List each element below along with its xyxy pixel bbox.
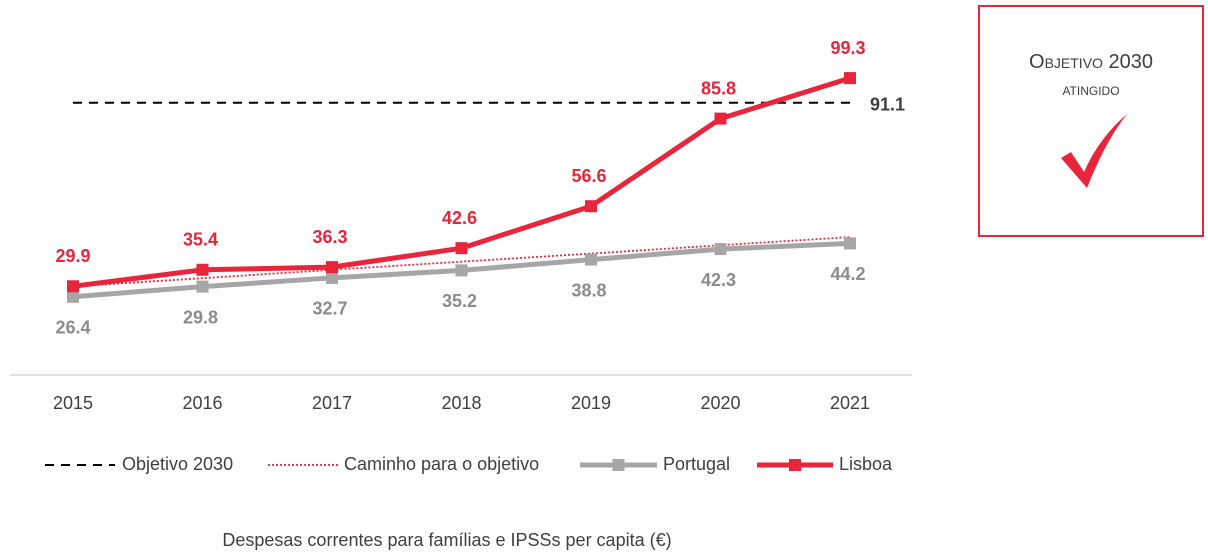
point-marker (455, 242, 468, 255)
x-tick-label: 2019 (571, 393, 611, 413)
point-marker (844, 72, 856, 85)
check-icon (1061, 114, 1127, 188)
series-line (72, 75, 851, 289)
x-tick-label: 2021 (830, 393, 870, 413)
reference-label: 91.1 (870, 94, 905, 114)
data-label: 26.4 (55, 318, 90, 338)
legend-label: Objetivo 2030 (122, 454, 233, 474)
data-label: 56.6 (571, 166, 606, 186)
x-tick-label: 2020 (700, 393, 740, 413)
x-tick-label: 2016 (182, 393, 222, 413)
point-marker (455, 264, 468, 277)
data-label: 85.8 (701, 78, 736, 98)
annotation-subtitle: atingido (1062, 80, 1120, 99)
data-label: 42.3 (701, 270, 736, 290)
point-marker (714, 112, 727, 125)
point-marker (196, 280, 209, 293)
x-tick-label: 2018 (441, 393, 481, 413)
point-marker (714, 243, 727, 256)
check-mark (1061, 114, 1127, 188)
data-label: 35.2 (442, 291, 477, 311)
legend-marker (612, 459, 625, 471)
x-tick-label: 2017 (312, 393, 352, 413)
data-label: 36.3 (312, 227, 347, 247)
data-label: 35.4 (183, 230, 218, 250)
point-marker (67, 280, 79, 293)
point-marker (196, 263, 209, 276)
data-label: 29.9 (55, 246, 90, 266)
legend-label: Lisboa (839, 454, 893, 474)
data-label: 42.6 (442, 208, 477, 228)
x-tick-label: 2015 (53, 393, 93, 413)
point-marker (326, 271, 338, 284)
point-marker (585, 200, 597, 213)
point-marker (585, 253, 597, 266)
annotation-box: Objetivo 2030 atingido (978, 5, 1204, 237)
point-marker (844, 237, 856, 250)
data-label: 32.7 (312, 299, 347, 319)
point-marker (326, 261, 338, 274)
x-axis-label: Despesas correntes para famílias e IPSSs… (222, 530, 671, 550)
legend-label: Caminho para o objetivo (344, 454, 539, 474)
legend-label: Portugal (663, 454, 730, 474)
data-label: 44.2 (830, 264, 865, 284)
legend-marker (789, 459, 801, 471)
annotation-title: Objetivo 2030 (1029, 51, 1153, 73)
point-marker (67, 290, 79, 303)
data-label: 29.8 (183, 307, 218, 327)
data-label: 99.3 (830, 38, 865, 58)
data-label: 38.8 (571, 280, 606, 300)
